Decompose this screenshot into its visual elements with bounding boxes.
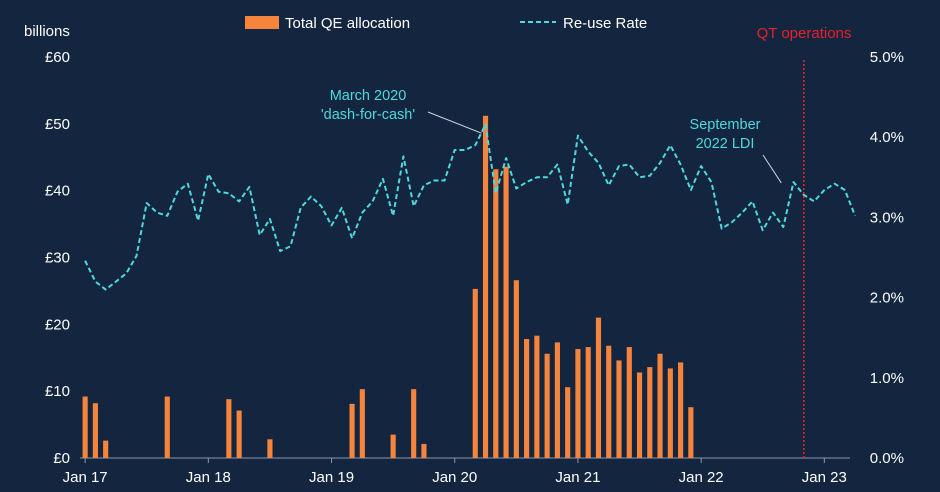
x-tick-label: Jan 22 [679, 469, 724, 486]
y-left-tick-label: £10 [45, 383, 70, 400]
dash-for-cash-annotation-line-1: March 2020 [330, 88, 407, 104]
ldi-annotation-line-1: September [690, 117, 761, 133]
axis-frame [80, 457, 850, 463]
qe-bar [503, 166, 509, 458]
qe-bar [606, 345, 612, 458]
reuse-rate-line-layer [84, 123, 857, 291]
y-left-tick-label: £50 [45, 116, 70, 133]
qe-bar [82, 396, 88, 458]
qe-bar [616, 360, 622, 458]
legend-reuse-label: Re-use Rate [563, 15, 647, 32]
qe-bar [688, 407, 694, 458]
qt-reference-layer: QT operations [757, 25, 852, 458]
ldi-annotation-line-2: 2022 LDI [696, 136, 755, 152]
qe-bar [349, 403, 355, 458]
qe-bar [667, 368, 673, 458]
qe-bar [164, 396, 170, 458]
dash-for-cash-annotation-line-2: 'dash-for-cash' [321, 107, 415, 123]
qe-bar [647, 367, 653, 458]
y-left-tick-label: £30 [45, 250, 70, 267]
qe-bar [359, 389, 365, 458]
y-right-tick-label: 3.0% [870, 209, 904, 226]
x-tick-label: Jan 18 [186, 469, 231, 486]
qe-bar [472, 288, 478, 458]
annotations-layer: March 2020 'dash-for-cash' September 2022 L… [321, 88, 782, 184]
y-right-tick-label: 4.0% [870, 129, 904, 146]
legend-qe-label: Total QE allocation [285, 15, 410, 32]
y-right-tick-label: 0.0% [870, 450, 904, 467]
qe-bar [411, 389, 417, 458]
qe-bar [482, 115, 489, 459]
qe-bar [585, 347, 591, 458]
y-left-tick-label: £20 [45, 316, 70, 333]
qe-bar [534, 335, 540, 458]
x-tick-label: Jan 23 [802, 469, 847, 486]
y-right-tick-label: 5.0% [870, 49, 904, 66]
qe-bar [575, 349, 581, 458]
x-tick-label: Jan 21 [555, 469, 600, 486]
y-unit-label: billions [24, 23, 70, 40]
legend-qe-swatch [245, 16, 279, 29]
qe-bar [226, 399, 232, 458]
y-right-tick-label: 2.0% [870, 290, 904, 307]
qe-bar [636, 372, 643, 458]
y-right-tick-label: 1.0% [870, 370, 904, 387]
qe-bar [595, 317, 602, 458]
y-left-tick-label: £60 [45, 49, 70, 66]
x-tick-label: Jan 19 [309, 469, 354, 486]
qe-bar [678, 362, 684, 458]
reuse-rate-line [84, 123, 857, 291]
qe-bar [103, 440, 109, 458]
qe-bar [92, 403, 98, 458]
ldi-leader-line [762, 154, 782, 184]
qt-operations-label: QT operations [757, 25, 852, 42]
qe-bar [554, 342, 560, 458]
y-left-tick-label: £40 [45, 183, 70, 200]
qe-bar [544, 353, 550, 458]
qe-bar [513, 280, 519, 458]
x-tick-label: Jan 20 [432, 469, 477, 486]
qe-bar [421, 443, 427, 458]
qe-bar [267, 439, 273, 458]
x-tick-label: Jan 17 [63, 469, 108, 486]
qe-bars [82, 115, 694, 459]
qe-bar [657, 353, 663, 458]
qe-bar [390, 434, 396, 458]
qe-bar [524, 339, 530, 458]
qe-bar [236, 410, 242, 458]
qe-bar [626, 347, 632, 458]
qe-bar [565, 387, 571, 458]
qe-bar [493, 169, 499, 458]
legend: Total QE allocation Re-use Rate [245, 15, 647, 32]
dash-for-cash-leader-line [427, 111, 482, 134]
axis-labels-layer: £0 £10 £20 £30 £40 £50 £60 0.0% 1.0% 2.0% 3.0% 4.0%… [24, 23, 904, 486]
y-left-tick-label: £0 [53, 450, 70, 467]
